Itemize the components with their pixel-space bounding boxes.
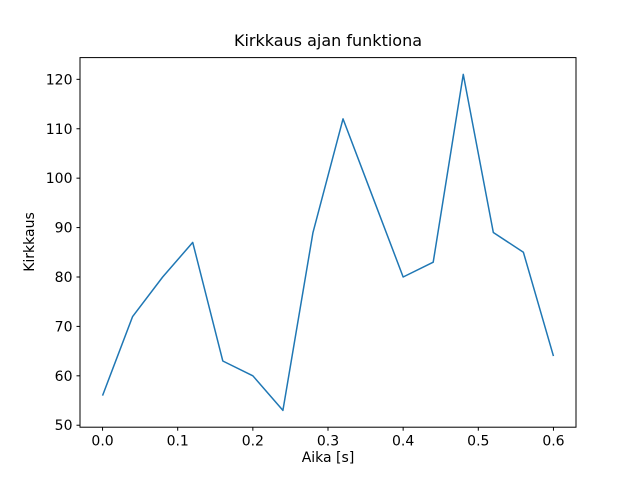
x-tick-label: 0.6 (542, 434, 564, 450)
y-tick-label: 60 (55, 369, 73, 385)
chart-title: Kirkkaus ajan funktiona (233, 31, 423, 50)
y-tick-label: 110 (46, 122, 73, 138)
y-tick-label: 100 (46, 171, 73, 187)
y-tick-label: 50 (55, 418, 73, 434)
data-line (101, 73, 555, 412)
x-tick-label: 0.0 (91, 434, 113, 450)
x-tick-label: 0.2 (242, 434, 264, 450)
y-tick-label: 90 (55, 221, 73, 237)
x-tick-label: 0.4 (392, 434, 414, 450)
x-tick-label: 0.5 (467, 434, 489, 450)
x-tick-label: 0.3 (317, 434, 339, 450)
x-tick-label: 0.1 (167, 434, 189, 450)
y-axis-label: Kirkkaus (22, 212, 38, 272)
x-axis-label: Aika [s] (301, 450, 355, 466)
y-tick-label: 80 (55, 270, 73, 286)
plot-frame (79, 57, 577, 428)
y-tick-label: 70 (55, 319, 73, 335)
y-tick-label: 120 (46, 72, 73, 88)
